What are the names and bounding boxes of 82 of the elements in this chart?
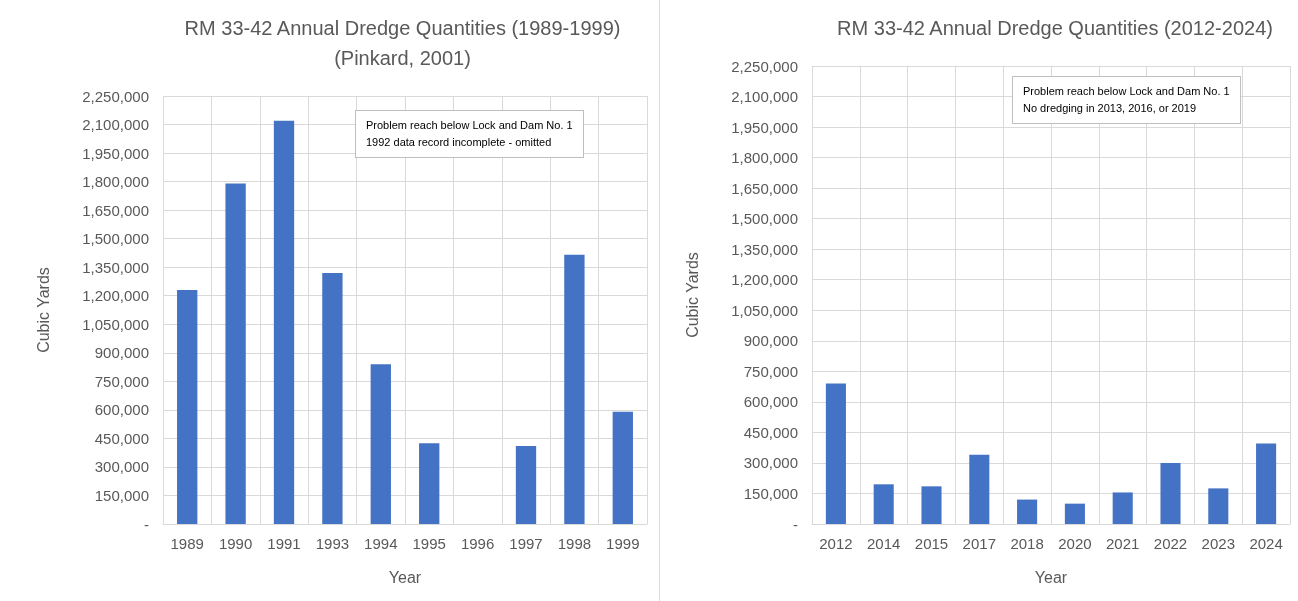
y-axis-title: Cubic Yards [683, 252, 701, 338]
y-tick-label: 2,100,000 [731, 88, 798, 106]
y-tick-label: 1,200,000 [82, 287, 149, 305]
chart-subtitle: (Pinkard, 2001) [334, 47, 471, 69]
x-tick-label: 2015 [914, 535, 949, 552]
chart-title: RM 33-42 Annual Dredge Quantities (2012-2024) [837, 17, 1273, 39]
x-tick-label: 1996 [460, 535, 495, 552]
bar [273, 120, 295, 524]
bar [873, 484, 894, 524]
y-tick-label: 300,000 [94, 458, 149, 476]
chart-title: RM 33-42 Annual Dredge Quantities (1989-1999) [184, 17, 621, 39]
annotation: Problem reach below Lock and Dam No. 1 [1023, 84, 1230, 99]
x-tick-label: 2021 [1106, 535, 1140, 552]
y-tick-label: 2,100,000 [82, 116, 149, 134]
x-axis-title: Year [388, 568, 422, 586]
y-tick-label: 1,050,000 [82, 315, 149, 333]
x-tick-label: 2022 [1153, 535, 1188, 552]
bar [921, 486, 942, 524]
y-tick-label: 600,000 [94, 401, 149, 419]
x-tick-label: 2012 [819, 535, 853, 552]
y-tick-label: 1,950,000 [731, 118, 798, 136]
bar [322, 272, 343, 524]
y-tick-label: 450,000 [94, 429, 149, 447]
x-tick-label: 1997 [509, 535, 543, 552]
x-axis-title: Year [1034, 568, 1068, 586]
x-tick-label: 2014 [867, 535, 901, 552]
y-tick-label: 1,650,000 [82, 201, 149, 219]
y-tick-label: 900,000 [743, 332, 798, 350]
y-tick-label: 1,650,000 [731, 179, 798, 197]
annotation: Problem reach below Lock and Dam No. 1 [366, 118, 573, 133]
y-tick-label: 1,200,000 [731, 271, 798, 289]
x-tick-label: 2024 [1249, 535, 1283, 552]
x-tick-label: 1990 [218, 535, 253, 552]
bar [1064, 503, 1085, 524]
y-tick-label: 2,250,000 [82, 87, 149, 105]
bar [1208, 488, 1229, 524]
bar [1160, 462, 1181, 524]
x-tick-label: 1993 [315, 535, 350, 552]
bar [419, 443, 440, 524]
y-tick-label: 450,000 [743, 423, 798, 441]
x-tick-label: 1998 [557, 535, 592, 552]
bar [1112, 492, 1133, 524]
x-tick-label: 1995 [412, 535, 446, 552]
y-tick-label: 1,350,000 [82, 258, 149, 276]
x-tick-label: 2020 [1058, 535, 1092, 552]
bar [969, 454, 990, 524]
y-tick-label: 1,800,000 [82, 173, 149, 191]
bar [612, 411, 633, 524]
bar [225, 183, 246, 524]
y-tick-label: - [793, 515, 798, 533]
bar [1017, 499, 1038, 524]
y-tick-label: 600,000 [743, 393, 798, 411]
bar [825, 383, 846, 524]
x-tick-label: 1999 [606, 535, 640, 552]
x-tick-label: 1994 [364, 535, 398, 552]
y-tick-label: 750,000 [94, 372, 149, 390]
y-tick-label: 1,500,000 [82, 230, 149, 248]
x-tick-label: 2018 [1010, 535, 1044, 552]
bar [1256, 443, 1277, 524]
y-axis-title: Cubic Yards [34, 267, 52, 353]
bar [564, 254, 585, 524]
annotation: No dredging in 2013, 2016, or 2019 [1023, 101, 1198, 116]
y-tick-label: 1,350,000 [731, 240, 798, 258]
bar [177, 290, 198, 524]
y-tick-label: 1,500,000 [731, 210, 798, 228]
x-tick-label: 1991 [267, 535, 301, 552]
y-tick-label: 150,000 [743, 484, 798, 502]
y-tick-label: 750,000 [743, 362, 798, 380]
x-tick-label: 1989 [170, 535, 204, 552]
y-tick-label: 1,050,000 [731, 301, 798, 319]
y-tick-label: 150,000 [94, 486, 149, 504]
y-tick-label: 1,950,000 [82, 144, 149, 162]
y-tick-label: - [144, 515, 149, 533]
y-tick-label: 300,000 [743, 454, 798, 472]
annotation: 1992 data record incomplete - omitted [366, 135, 553, 150]
x-tick-label: 2023 [1201, 535, 1235, 552]
y-tick-label: 1,800,000 [731, 149, 798, 167]
bar [370, 364, 391, 524]
y-tick-label: 900,000 [94, 344, 149, 362]
y-tick-label: 2,250,000 [731, 57, 798, 75]
bar [515, 446, 537, 524]
x-tick-label: 2017 [962, 535, 996, 552]
